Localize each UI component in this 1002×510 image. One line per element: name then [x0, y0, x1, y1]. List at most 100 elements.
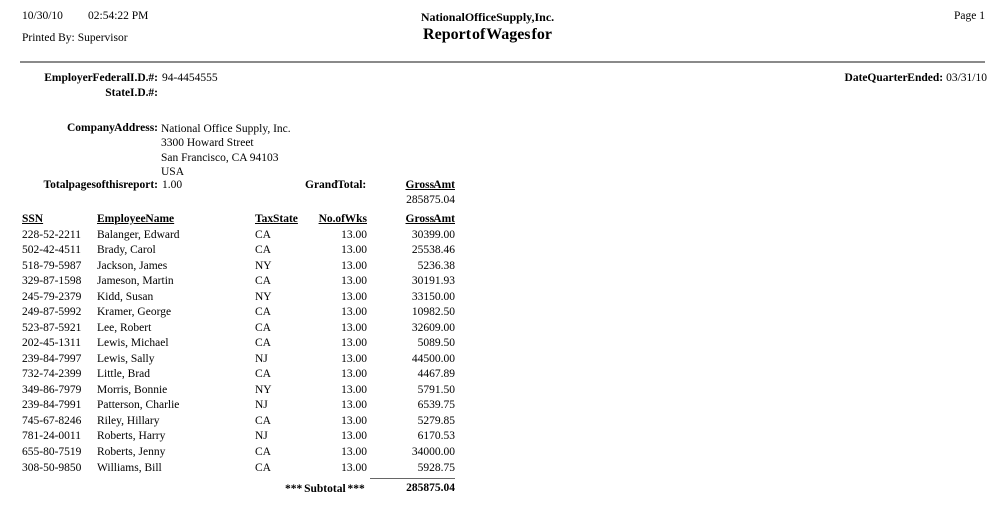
total-pages-value: 1.00	[162, 179, 183, 191]
cell-gross: 5236.38	[417, 259, 455, 272]
header-ssn: SSN	[22, 213, 44, 225]
cell-tax_state: NJ	[255, 352, 268, 365]
header-divider	[20, 61, 985, 63]
printed-by-value: Supervisor	[77, 32, 128, 44]
table-row: 249-87-5992 Kramer, George CA 13.00 10982.50	[22, 305, 455, 321]
cell-weeks: 13.00	[341, 259, 367, 272]
header-no-of-wks: No. of Wks	[318, 213, 367, 225]
wage-table: SSN Employee Name Tax State No. of Wks G…	[22, 212, 455, 476]
cell-gross: 5791.50	[417, 383, 455, 396]
cell-tax_state: NJ	[255, 399, 268, 412]
page-number: Page 1	[954, 10, 985, 22]
cell-ssn: 249-87-5992	[22, 306, 82, 319]
table-row: 245-79-2379 Kidd, Susan NY 13.00 33150.00	[22, 290, 455, 306]
cell-tax_state: CA	[255, 461, 271, 474]
cell-name: Kramer, George	[97, 306, 172, 319]
cell-name: Williams, Bill	[97, 461, 162, 474]
cell-tax_state: CA	[255, 275, 271, 288]
cell-name: Little, Brad	[97, 368, 151, 381]
cell-ssn: 349-86-7979	[22, 383, 82, 396]
cell-ssn: 239-84-7991	[22, 399, 82, 412]
cell-tax_state: CA	[255, 306, 271, 319]
cell-name: Jackson, James	[97, 259, 168, 272]
table-header-row: SSN Employee Name Tax State No. of Wks G…	[22, 212, 455, 228]
cell-ssn: 308-50-9850	[22, 461, 82, 474]
cell-name: Roberts, Harry	[97, 430, 166, 443]
cell-gross: 32609.00	[411, 321, 455, 334]
table-row: 239-84-7997 Lewis, Sally NJ 13.00 44500.00	[22, 352, 455, 368]
cell-gross: 30399.00	[411, 228, 455, 241]
cell-tax_state: CA	[255, 368, 271, 381]
table-row: 502-42-4511 Brady, Carol CA 13.00 25538.46	[22, 243, 455, 259]
cell-tax_state: NJ	[255, 430, 268, 443]
cell-weeks: 13.00	[341, 461, 367, 474]
cell-weeks: 13.00	[341, 228, 367, 241]
cell-ssn: 502-42-4511	[22, 244, 81, 257]
table-row: 349-86-7979 Morris, Bonnie NY 13.00 5791.50	[22, 383, 455, 399]
cell-tax_state: NY	[255, 290, 272, 303]
cell-ssn: 745-67-8246	[22, 414, 82, 427]
company-name-heading: National Office Supply, Inc.	[420, 10, 555, 24]
cell-name: Morris, Bonnie	[97, 383, 168, 396]
table-row: 202-45-1311 Lewis, Michael CA 13.00 5089.50	[22, 336, 455, 352]
cell-gross: 33150.00	[411, 290, 455, 303]
total-pages-label: Total pages of this report:	[43, 179, 159, 191]
cell-tax_state: NY	[255, 259, 272, 272]
address-line: USA	[161, 166, 185, 179]
grand-total-column-header: Gross Amt	[405, 179, 456, 191]
cell-name: Lee, Robert	[97, 321, 152, 334]
cell-ssn: 655-80-7519	[22, 445, 82, 458]
wage-table-body: 228-52-2211 Balanger, Edward CA 13.00 30399.…	[22, 228, 455, 477]
cell-gross: 6170.53	[417, 430, 455, 443]
cell-name: Lewis, Michael	[97, 337, 169, 350]
cell-tax_state: CA	[255, 414, 271, 427]
address-line: 3300 Howard Street	[161, 137, 254, 150]
grand-total-value: 285875.04	[406, 194, 455, 206]
cell-name: Brady, Carol	[97, 244, 156, 257]
cell-ssn: 329-87-1598	[22, 275, 82, 288]
cell-name: Riley, Hillary	[97, 414, 160, 427]
federal-id-value: 94-4454555	[162, 72, 218, 84]
table-row: 518-79-5987 Jackson, James NY 13.00 5236.38	[22, 259, 455, 275]
print-date: 10/30/10	[22, 10, 63, 22]
cell-weeks: 13.00	[341, 368, 367, 381]
cell-name: Roberts, Jenny	[97, 445, 166, 458]
printed-by-label: Printed By:	[22, 32, 75, 44]
cell-gross: 25538.46	[411, 244, 455, 257]
state-id-label: State I.D. #:	[105, 87, 158, 99]
cell-tax_state: CA	[255, 321, 271, 334]
cell-weeks: 13.00	[341, 414, 367, 427]
table-row: 308-50-9850 Williams, Bill CA 13.00 5928.75	[22, 461, 455, 477]
header-tax-state: Tax State	[255, 213, 298, 225]
cell-name: Balanger, Edward	[97, 228, 180, 241]
cell-name: Patterson, Charlie	[97, 399, 180, 412]
table-row: 732-74-2399 Little, Brad CA 13.00 4467.89	[22, 367, 455, 383]
report-title: Report of Wages for	[423, 26, 552, 43]
table-row: 239-84-7991 Patterson, Charlie NJ 13.00 6539…	[22, 398, 455, 414]
federal-id-label: Employer Federal I.D. #:	[44, 72, 158, 84]
cell-weeks: 13.00	[341, 321, 367, 334]
cell-name: Kidd, Susan	[97, 290, 154, 303]
cell-weeks: 13.00	[341, 430, 367, 443]
table-row: 781-24-0011 Roberts, Harry NJ 13.00 6170.53	[22, 429, 455, 445]
cell-ssn: 781-24-0011	[22, 430, 81, 443]
subtotal-value: 285875.04	[370, 478, 455, 494]
cell-weeks: 13.00	[341, 337, 367, 350]
print-time: 02:54:22 PM	[88, 10, 149, 22]
quarter-ended-label: Date Quarter Ended:	[844, 72, 944, 84]
address-line: San Francisco, CA 94103	[161, 151, 279, 164]
company-address-label: Company Address:	[66, 122, 158, 134]
cell-gross: 30191.93	[411, 275, 455, 288]
cell-tax_state: CA	[255, 244, 271, 257]
cell-weeks: 13.00	[341, 275, 367, 288]
cell-ssn: 239-84-7997	[22, 352, 82, 365]
header-employee-name: Employee Name	[97, 213, 175, 225]
cell-ssn: 518-79-5987	[22, 259, 82, 272]
cell-ssn: 523-87-5921	[22, 321, 82, 334]
cell-weeks: 13.00	[341, 352, 367, 365]
header-gross-amt: Gross Amt	[405, 213, 456, 225]
cell-tax_state: CA	[255, 337, 271, 350]
cell-weeks: 13.00	[341, 306, 367, 319]
table-row: 228-52-2211 Balanger, Edward CA 13.00 30399.…	[22, 228, 455, 244]
